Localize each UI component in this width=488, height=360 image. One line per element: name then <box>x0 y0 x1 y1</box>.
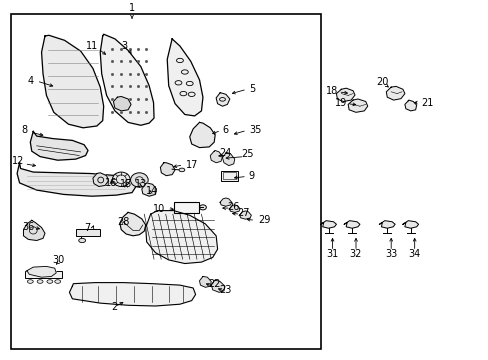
Ellipse shape <box>55 280 61 283</box>
Polygon shape <box>142 183 156 196</box>
Text: 32: 32 <box>349 249 362 259</box>
Polygon shape <box>145 211 217 264</box>
Polygon shape <box>93 173 108 186</box>
Bar <box>76 229 100 236</box>
Ellipse shape <box>130 173 148 187</box>
Polygon shape <box>199 276 211 287</box>
Text: 17: 17 <box>185 160 198 170</box>
Polygon shape <box>189 122 215 148</box>
Polygon shape <box>344 221 359 228</box>
Polygon shape <box>41 35 103 128</box>
Polygon shape <box>404 100 416 111</box>
Polygon shape <box>336 88 354 102</box>
Bar <box>25 271 62 278</box>
Text: 12: 12 <box>12 156 25 166</box>
Text: 18: 18 <box>325 86 338 96</box>
Text: 35: 35 <box>249 125 261 135</box>
Ellipse shape <box>27 280 33 283</box>
Ellipse shape <box>47 280 53 283</box>
Text: 11: 11 <box>85 41 98 51</box>
Ellipse shape <box>79 238 85 243</box>
Polygon shape <box>69 283 195 306</box>
Text: 16: 16 <box>105 178 118 188</box>
Text: 7: 7 <box>84 222 90 233</box>
Polygon shape <box>120 212 145 236</box>
Text: 21: 21 <box>421 98 433 108</box>
Text: 3: 3 <box>122 41 127 51</box>
Polygon shape <box>17 163 136 196</box>
Text: 19: 19 <box>334 98 347 108</box>
Ellipse shape <box>112 172 130 186</box>
Text: 10: 10 <box>153 204 165 214</box>
Text: 31: 31 <box>325 249 338 259</box>
Text: 8: 8 <box>21 125 27 135</box>
Polygon shape <box>210 150 222 163</box>
Bar <box>11 14 321 349</box>
Polygon shape <box>239 211 251 219</box>
Bar <box>173 202 199 213</box>
Polygon shape <box>320 221 336 228</box>
Polygon shape <box>27 266 56 277</box>
Polygon shape <box>379 221 394 228</box>
Polygon shape <box>216 93 229 106</box>
Polygon shape <box>30 131 88 160</box>
Polygon shape <box>113 96 131 111</box>
Text: 2: 2 <box>111 302 118 312</box>
Text: 24: 24 <box>219 148 232 158</box>
Polygon shape <box>100 34 154 125</box>
Text: 29: 29 <box>258 215 270 225</box>
Text: 36: 36 <box>22 222 35 232</box>
Polygon shape <box>23 220 45 240</box>
Ellipse shape <box>37 280 43 283</box>
Polygon shape <box>402 221 418 228</box>
Text: 1: 1 <box>129 3 135 13</box>
Polygon shape <box>386 86 404 100</box>
Text: 22: 22 <box>207 279 220 289</box>
Polygon shape <box>220 198 231 206</box>
Text: 20: 20 <box>375 77 388 87</box>
Text: 34: 34 <box>407 249 420 259</box>
Text: 27: 27 <box>237 208 249 218</box>
Text: 26: 26 <box>227 202 240 212</box>
Text: 14: 14 <box>145 186 158 196</box>
Text: 25: 25 <box>241 149 254 159</box>
Polygon shape <box>222 152 234 166</box>
Text: 5: 5 <box>249 84 255 94</box>
Ellipse shape <box>199 205 206 210</box>
Text: 30: 30 <box>52 255 65 265</box>
Polygon shape <box>229 205 240 212</box>
Polygon shape <box>160 163 175 176</box>
Polygon shape <box>347 99 367 112</box>
Text: 6: 6 <box>222 125 228 135</box>
Polygon shape <box>167 39 203 116</box>
Text: 33: 33 <box>384 249 397 259</box>
Text: 9: 9 <box>248 171 254 181</box>
Text: 4: 4 <box>27 76 33 86</box>
Bar <box>221 171 238 181</box>
Text: 15: 15 <box>120 179 132 189</box>
Text: 23: 23 <box>219 285 232 295</box>
Polygon shape <box>211 280 224 292</box>
Bar <box>223 172 235 179</box>
Ellipse shape <box>179 168 184 172</box>
Text: 13: 13 <box>134 179 147 189</box>
Text: 28: 28 <box>117 217 129 228</box>
